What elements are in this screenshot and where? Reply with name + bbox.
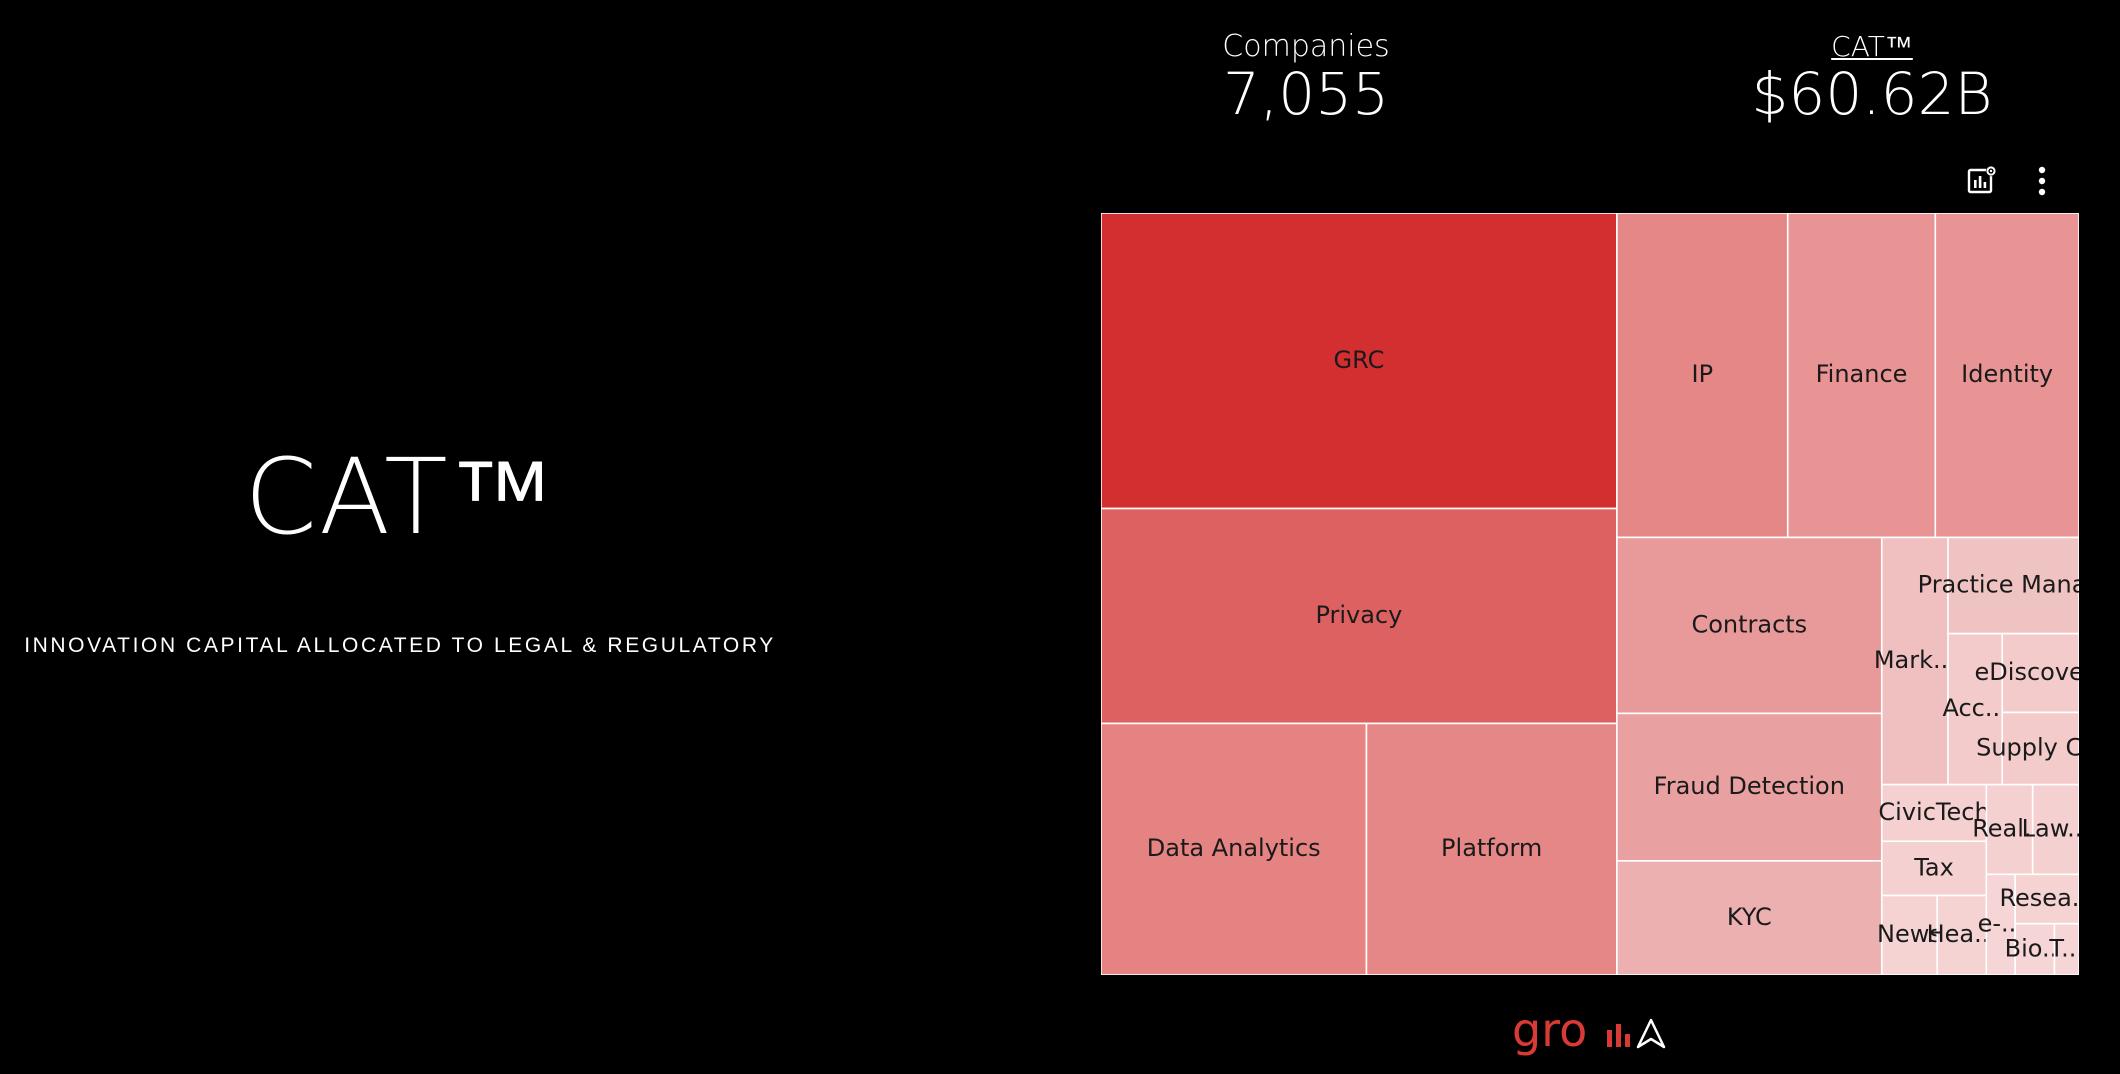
treemap-tile-10-label: Mark... xyxy=(1874,646,1956,674)
treemap-tile-21-label: Resea... xyxy=(1999,884,2079,912)
treemap-tile-15[interactable]: CivicTech xyxy=(1878,783,1990,843)
treemap-tile-22[interactable]: e-... xyxy=(1978,873,2024,975)
treemap-tile-13-rect[interactable] xyxy=(2001,632,2079,714)
treemap-tile-14[interactable]: Supply C... xyxy=(1976,711,2079,786)
treemap-tile-11-label: Practice Mana... xyxy=(1918,571,2079,599)
treemap-tile-12-label: Acc... xyxy=(1942,694,2007,722)
treemap-tile-4-label: IP xyxy=(1692,360,1714,388)
treemap-tile-12-rect[interactable] xyxy=(1947,632,2004,786)
treemap-tile-7[interactable]: Contracts xyxy=(1616,536,1883,715)
treemap-tile-3[interactable]: Platform xyxy=(1365,722,1618,975)
treemap-tile-18-label: Law... xyxy=(2022,815,2079,843)
chart-settings-button[interactable] xyxy=(1962,161,2002,201)
treemap-tile-18[interactable]: Law... xyxy=(2022,783,2079,876)
treemap-tile-5[interactable]: Finance xyxy=(1786,213,1937,539)
treemap-tile-17-rect[interactable] xyxy=(1985,783,2034,876)
treemap-chart: GRC Privacy Data Analytics Platform IP Financ… xyxy=(1101,213,2079,975)
treemap-tile-22-rect[interactable] xyxy=(1985,873,2016,975)
treemap-tile-0[interactable]: GRC xyxy=(1101,213,1618,510)
treemap-tile-20-rect[interactable] xyxy=(1936,894,1988,975)
treemap-tile-6-label: Identity xyxy=(1961,360,2053,388)
treemap-tile-19[interactable]: News xyxy=(1877,894,1942,975)
treemap-tile-20[interactable]: Hea... xyxy=(1927,894,1997,975)
treemap-tile-23-rect[interactable] xyxy=(2014,922,2056,975)
brand-logo: gro xyxy=(1508,1003,1678,1058)
treemap-tile-4[interactable]: IP xyxy=(1616,213,1789,539)
treemap-tile-8-label: Fraud Detection xyxy=(1654,772,1845,800)
treemap-tile-17[interactable]: Real... xyxy=(1972,783,2047,876)
treemap-tile-11[interactable]: Practice Mana... xyxy=(1918,536,2079,635)
treemap-tile-11-rect[interactable] xyxy=(1947,536,2079,635)
chart-settings-icon xyxy=(1967,165,1997,194)
hero-subtitle: INNOVATION CAPITAL ALLOCATED TO LEGAL & … xyxy=(24,634,776,657)
treemap-tile-5-rect[interactable] xyxy=(1786,213,1937,539)
kpi-companies-label: Companies xyxy=(1222,29,1390,64)
more-vertical-icon xyxy=(2038,166,2046,196)
treemap-tile-21-rect[interactable] xyxy=(2014,873,2079,925)
treemap-tile-13[interactable]: eDiscove... xyxy=(1975,632,2079,714)
more-options-button[interactable] xyxy=(2022,161,2062,201)
kpi-cat-label-link[interactable]: CAT™ xyxy=(1831,30,1913,63)
treemap-tile-24-rect[interactable] xyxy=(2053,922,2079,975)
treemap-tile-24-label: T... xyxy=(2048,934,2079,962)
treemap-tile-2-label: Data Analytics xyxy=(1147,834,1321,862)
kpi-cat-value: $60.62B xyxy=(1751,60,1993,128)
treemap-tile-1-label: Privacy xyxy=(1315,601,1402,629)
kpi-cat: CAT™ $60.62B xyxy=(1722,30,2022,124)
treemap-tile-19-rect[interactable] xyxy=(1880,894,1939,975)
treemap-tile-9-label: KYC xyxy=(1727,903,1772,931)
treemap-tile-14-rect[interactable] xyxy=(2001,711,2079,786)
treemap-tile-20-label: Hea... xyxy=(1927,920,1997,948)
treemap-tile-19-label: News xyxy=(1877,920,1942,948)
treemap-tile-2[interactable]: Data Analytics xyxy=(1101,722,1368,975)
treemap-tile-21[interactable]: Resea... xyxy=(1999,873,2079,925)
treemap-tile-14-label: Supply C... xyxy=(1976,734,2079,762)
brand-arrow-icon xyxy=(1636,1018,1666,1049)
treemap-tile-4-rect[interactable] xyxy=(1616,213,1789,539)
kpi-companies-value: 7,055 xyxy=(1222,60,1390,128)
kpi-companies: Companies 7,055 xyxy=(1186,29,1426,128)
treemap-tile-10[interactable]: Mark... xyxy=(1874,536,1956,786)
treemap-tile-1[interactable]: Privacy xyxy=(1101,507,1618,725)
treemap-tile-7-rect[interactable] xyxy=(1616,536,1883,715)
treemap-tile-0-label: GRC xyxy=(1334,346,1385,374)
treemap-tile-0-rect[interactable] xyxy=(1101,213,1618,510)
treemap-tile-8-rect[interactable] xyxy=(1616,712,1883,862)
treemap-tile-6[interactable]: Identity xyxy=(1934,213,2079,539)
treemap-tile-18-rect[interactable] xyxy=(2031,783,2079,876)
treemap-tile-12[interactable]: Acc... xyxy=(1942,632,2008,786)
treemap-tile-15-rect[interactable] xyxy=(1880,783,1988,843)
treemap-tile-8[interactable]: Fraud Detection xyxy=(1616,712,1883,862)
treemap-tile-16[interactable]: Tax xyxy=(1880,840,1988,897)
brand-bars-icon xyxy=(1607,1024,1630,1047)
treemap-tile-15-label: CivicTech xyxy=(1878,798,1989,826)
treemap-tile-13-label: eDiscove... xyxy=(1975,658,2079,686)
treemap-tile-3-label: Platform xyxy=(1441,834,1542,862)
treemap-tile-6-rect[interactable] xyxy=(1934,213,2079,539)
treemap-tile-2-rect[interactable] xyxy=(1101,722,1368,975)
treemap-tile-10-rect[interactable] xyxy=(1880,536,1949,786)
hero-title: CAT™ xyxy=(244,436,556,558)
treemap-tile-5-label: Finance xyxy=(1816,360,1908,388)
treemap-tile-16-rect[interactable] xyxy=(1880,840,1988,897)
treemap-tile-24[interactable]: T... xyxy=(2048,922,2079,975)
treemap-tile-9[interactable]: KYC xyxy=(1616,860,1883,975)
treemap-tile-3-rect[interactable] xyxy=(1365,722,1618,975)
brand-logo-text: gro xyxy=(1512,1006,1587,1057)
treemap-tile-9-rect[interactable] xyxy=(1616,860,1883,975)
treemap-tile-16-label: Tax xyxy=(1913,853,1954,881)
treemap-tile-7-label: Contracts xyxy=(1691,610,1807,638)
